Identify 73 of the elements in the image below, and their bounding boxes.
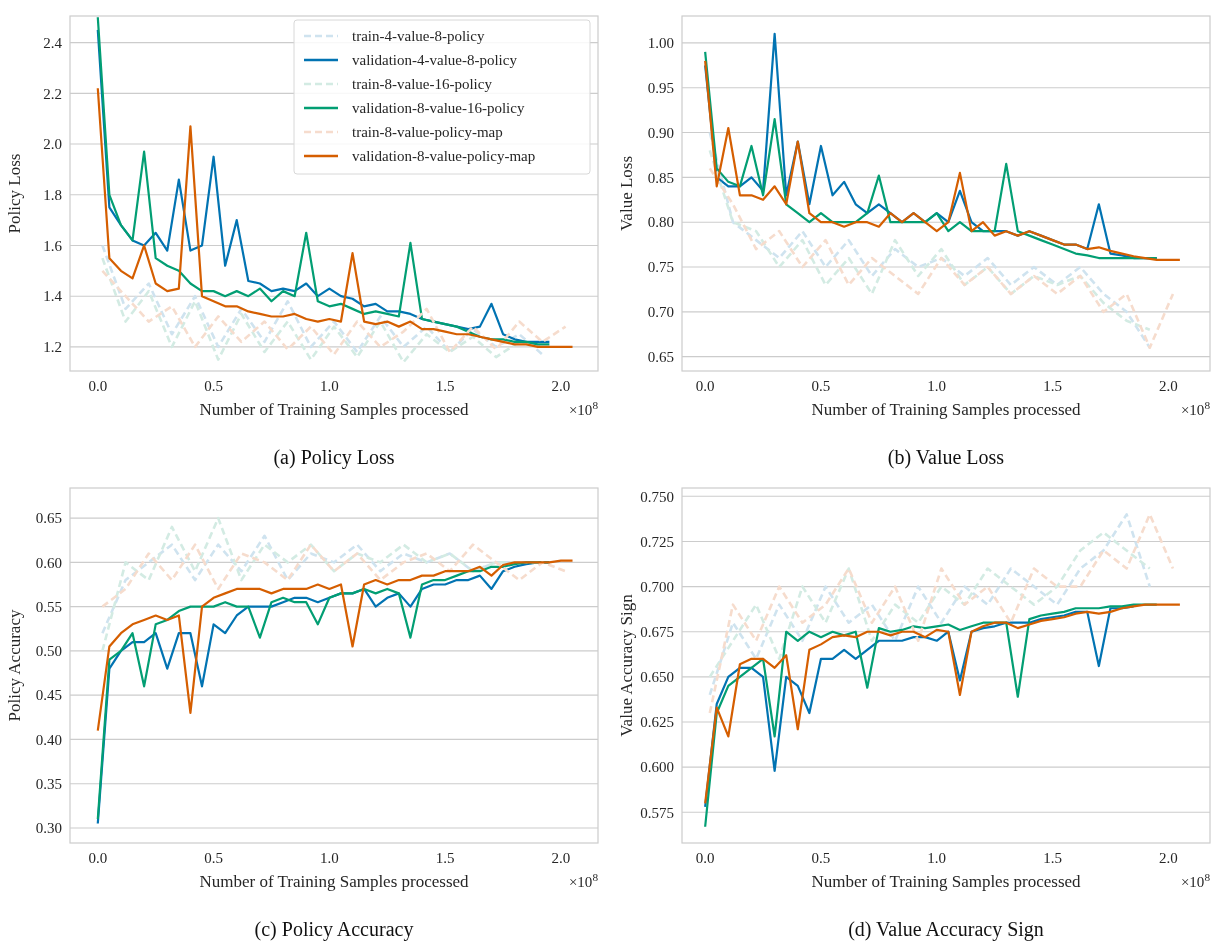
y-tick-label: 0.65: [647, 348, 674, 365]
legend-label: train-4-value-8-policy: [352, 28, 485, 44]
text: (c) Policy Accuracy: [254, 918, 414, 941]
y-tick-label: 0.60: [35, 554, 62, 571]
y-tick-label: 1.8: [43, 187, 62, 204]
x-axis-title: Number of Training Samples processed: [811, 872, 1082, 891]
y-tick-label: 0.75: [647, 259, 674, 276]
y-tick-label: 0.65: [35, 510, 62, 527]
y-tick-label: 0.650: [640, 669, 674, 686]
legend-label: validation-8-value-policy-map: [352, 148, 536, 164]
x-tick-label: 0.5: [204, 378, 223, 394]
x-tick-label: 2.0: [1158, 850, 1178, 866]
x-tick-label: 0.0: [88, 850, 108, 866]
text: (d) Value Accuracy Sign: [848, 918, 1044, 941]
y-axis-title: Value Loss: [617, 155, 636, 232]
x-tick-label: 0.5: [811, 850, 831, 866]
y-tick-label: 0.600: [640, 759, 674, 776]
y-tick-label: 0.80: [647, 214, 674, 231]
y-tick-label: 0.45: [35, 687, 62, 704]
x-tick-label: 0.0: [88, 378, 108, 394]
y-tick-label: 0.700: [640, 578, 674, 595]
x-tick-label: 0.0: [695, 378, 715, 394]
x-axis-title: Number of Training Samples processed: [199, 400, 470, 419]
legend-label: validation-8-value-16-policy: [352, 100, 525, 116]
x-tick-label: 1.5: [435, 850, 455, 866]
x-tick-label: 1.0: [319, 850, 339, 866]
x-tick-label: 0.5: [811, 378, 831, 394]
y-tick-label: 0.95: [647, 79, 674, 96]
x-tick-label: 2.0: [1158, 378, 1178, 394]
x-tick-label: 2.0: [551, 850, 571, 866]
y-tick-label: 0.30: [35, 820, 62, 837]
y-tick-label: 2.4: [43, 34, 63, 51]
y-tick-label: 0.35: [35, 775, 62, 792]
y-tick-label: 0.750: [640, 488, 674, 505]
legend-label: validation-4-value-8-policy: [352, 52, 518, 68]
text: (a) Policy Loss: [273, 446, 395, 469]
y-axis-title: Value Accuracy Sign: [617, 593, 636, 737]
x-tick-label: 0.0: [695, 850, 715, 866]
y-tick-label: 2.0: [43, 136, 62, 153]
x-axis-title: Number of Training Samples processed: [199, 872, 470, 891]
y-tick-label: 0.50: [35, 643, 62, 660]
y-tick-label: 0.70: [647, 304, 674, 321]
y-tick-label: 0.625: [640, 714, 674, 731]
legend-label: train-8-value-16-policy: [352, 76, 493, 92]
x-tick-label: 1.5: [1043, 850, 1062, 866]
y-axis-title: Policy Loss: [5, 153, 24, 234]
y-tick-label: 0.575: [640, 804, 674, 821]
x-tick-label: 2.0: [551, 378, 571, 394]
x-tick-label: 1.0: [927, 850, 947, 866]
y-tick-label: 1.6: [43, 237, 63, 254]
x-tick-label: 1.5: [1043, 378, 1062, 394]
text: (b) Value Loss: [887, 446, 1005, 469]
y-tick-label: 0.55: [35, 598, 62, 615]
text: ×10$^{8}$: [568, 399, 599, 418]
x-tick-label: 1.0: [927, 378, 947, 394]
y-tick-label: 1.4: [43, 288, 63, 305]
text: ×10$^{8}$: [1180, 871, 1211, 890]
y-tick-label: 1.00: [647, 35, 674, 52]
text: ×10$^{8}$: [568, 871, 599, 890]
x-tick-label: 1.5: [435, 378, 455, 394]
y-tick-label: 0.90: [647, 124, 674, 141]
text: ×10$^{8}$: [1180, 399, 1211, 418]
y-tick-label: 0.40: [35, 731, 62, 748]
y-tick-label: 2.2: [43, 85, 62, 102]
y-axis-title: Policy Accuracy: [5, 609, 24, 722]
x-tick-label: 0.5: [204, 850, 223, 866]
x-axis-title: Number of Training Samples processed: [811, 400, 1082, 419]
y-tick-label: 0.725: [640, 533, 674, 550]
legend-label: train-8-value-policy-map: [352, 124, 503, 140]
y-tick-label: 0.675: [640, 623, 674, 640]
y-tick-label: 0.85: [647, 169, 674, 186]
x-tick-label: 1.0: [319, 378, 339, 394]
y-tick-label: 1.2: [43, 339, 62, 356]
